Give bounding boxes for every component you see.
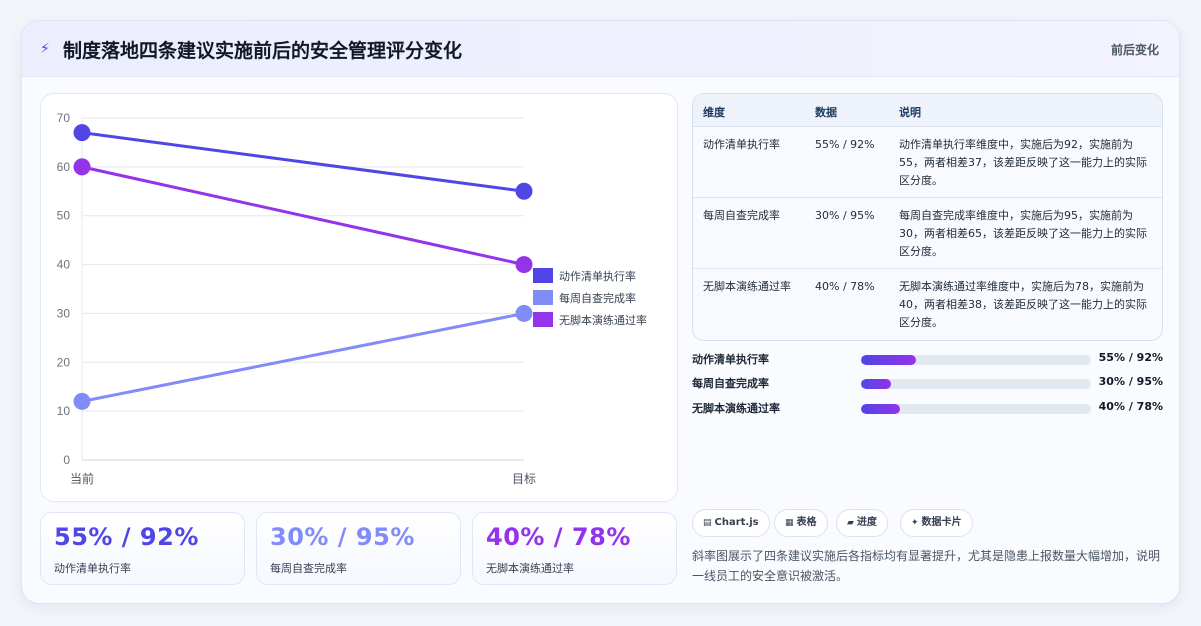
progress-label: 动作清单执行率 [692, 353, 769, 366]
table-icon: ▦ [785, 518, 794, 528]
tag-progress[interactable]: ▰ 进度 [836, 509, 888, 537]
tag-label: 数据卡片 [921, 517, 962, 528]
progress-value: 55% / 92% [1098, 351, 1163, 364]
slope-chart: 0 10 20 30 40 50 60 70 当前 目标 动作清单执行率 每周自查完成率 无脚本演练通过… [40, 93, 678, 502]
bolt-icon: ⚡ [40, 41, 50, 57]
progress-row: 每周自查完成率 30% / 95% [692, 375, 1163, 393]
table-header: 维度 数据 说明 [693, 94, 1162, 127]
stat-card-3: 40% / 78% 无脚本演练通过率 [472, 512, 677, 585]
column-header-data: 数据 [815, 106, 837, 119]
data-table: 维度 数据 说明 动作清单执行率 55% / 92% 动作清单执行率维度中，实施… [692, 93, 1163, 341]
y-tick-label: 30 [57, 306, 71, 320]
progress-fill [861, 379, 891, 389]
data-point [73, 158, 91, 176]
chart-icon: ▤ [703, 518, 712, 528]
progress-row: 动作清单执行率 55% / 92% [692, 351, 1163, 369]
tag-chartjs[interactable]: ▤ Chart.js [692, 509, 770, 537]
table-row: 每周自查完成率 30% / 95% 每周自查完成率维度中，实施后为95，实施前为… [693, 198, 1162, 269]
y-tick-label: 20 [57, 355, 71, 369]
progress-track [861, 355, 1091, 365]
cell-dimension: 每周自查完成率 [703, 209, 780, 222]
main-card: ⚡ 制度落地四条建议实施前后的安全管理评分变化 前后变化 0 10 20 30 40 50… [21, 20, 1180, 604]
stat-value: 40% / 78% [486, 523, 631, 551]
chart-svg: 0 10 20 30 40 50 60 70 当前 目标 动作清单执行率每周自查完成率无脚本演练通过… [57, 111, 647, 486]
cell-dimension: 无脚本演练通过率 [703, 280, 791, 293]
column-header-description: 说明 [899, 106, 921, 119]
stat-value: 55% / 92% [54, 523, 199, 551]
progress-track [861, 404, 1091, 414]
cell-description: 无脚本演练通过率维度中，实施后为78，实施前为40，两者相差38，该差距反映了这… [899, 280, 1147, 329]
data-point [515, 256, 533, 274]
data-point [73, 124, 91, 142]
legend-swatch [533, 268, 553, 283]
tag-label: 进度 [856, 517, 877, 528]
legend-swatch [533, 290, 553, 305]
series-line [81, 131, 525, 193]
progress-fill [861, 404, 901, 414]
progress-row: 无脚本演练通过率 40% / 78% [692, 400, 1163, 418]
progress-label: 无脚本演练通过率 [692, 402, 780, 415]
series-line [81, 165, 525, 267]
header-badge: 前后变化 [1110, 43, 1159, 57]
chart-note: 斜率图展示了四条建议实施后各指标均有显著提升，尤其是隐患上报数量大幅增加，说明一… [692, 549, 1161, 583]
column-header-dimension: 维度 [703, 106, 725, 119]
x-tick-label: 目标 [512, 472, 536, 486]
stat-card-2: 30% / 95% 每周自查完成率 [256, 512, 461, 585]
progress-fill [861, 355, 917, 365]
tag-label: Chart.js [714, 517, 759, 528]
y-tick-label: 50 [57, 209, 71, 223]
cell-data: 55% / 92% [815, 138, 875, 151]
data-point [515, 304, 533, 322]
page-title: 制度落地四条建议实施前后的安全管理评分变化 [63, 40, 463, 62]
stat-card-1: 55% / 92% 动作清单执行率 [40, 512, 245, 585]
legend-label: 动作清单执行率 [559, 269, 636, 283]
y-tick-label: 10 [57, 404, 71, 418]
stat-label: 动作清单执行率 [54, 562, 131, 575]
sparkle-icon: ✦ [911, 518, 919, 528]
y-tick-label: 60 [57, 160, 71, 174]
card-header: ⚡ 制度落地四条建议实施前后的安全管理评分变化 前后变化 [22, 21, 1179, 77]
tag-label: 表格 [796, 517, 817, 528]
stat-value: 30% / 95% [270, 523, 415, 551]
legend-label: 每周自查完成率 [559, 291, 636, 305]
stat-label: 每周自查完成率 [270, 562, 347, 575]
progress-track [861, 379, 1091, 389]
y-tick-label: 0 [63, 453, 70, 467]
cell-description: 每周自查完成率维度中，实施后为95，实施前为30，两者相差65，该差距反映了这一… [899, 209, 1147, 258]
stat-label: 无脚本演练通过率 [486, 562, 574, 575]
legend-swatch [533, 312, 553, 327]
progress-value: 30% / 95% [1098, 375, 1163, 388]
legend-label: 无脚本演练通过率 [559, 313, 647, 327]
cell-dimension: 动作清单执行率 [703, 138, 780, 151]
cell-data: 30% / 95% [815, 209, 875, 222]
table-row: 动作清单执行率 55% / 92% 动作清单执行率维度中，实施后为92，实施前为… [693, 127, 1162, 198]
tag-data-card[interactable]: ✦ 数据卡片 [900, 509, 973, 537]
progress-icon: ▰ [847, 518, 854, 528]
y-tick-label: 40 [57, 258, 71, 272]
series-line [81, 311, 525, 403]
y-tick-label: 70 [57, 111, 71, 125]
progress-value: 40% / 78% [1098, 400, 1163, 413]
data-point [73, 392, 91, 410]
cell-description: 动作清单执行率维度中，实施后为92，实施前为55，两者相差37，该差距反映了这一… [899, 138, 1147, 187]
data-point [515, 182, 533, 200]
progress-label: 每周自查完成率 [692, 377, 769, 390]
tag-table[interactable]: ▦ 表格 [774, 509, 828, 537]
x-tick-label: 当前 [70, 471, 94, 486]
table-row: 无脚本演练通过率 40% / 78% 无脚本演练通过率维度中，实施后为78，实施… [693, 269, 1162, 340]
cell-data: 40% / 78% [815, 280, 875, 293]
